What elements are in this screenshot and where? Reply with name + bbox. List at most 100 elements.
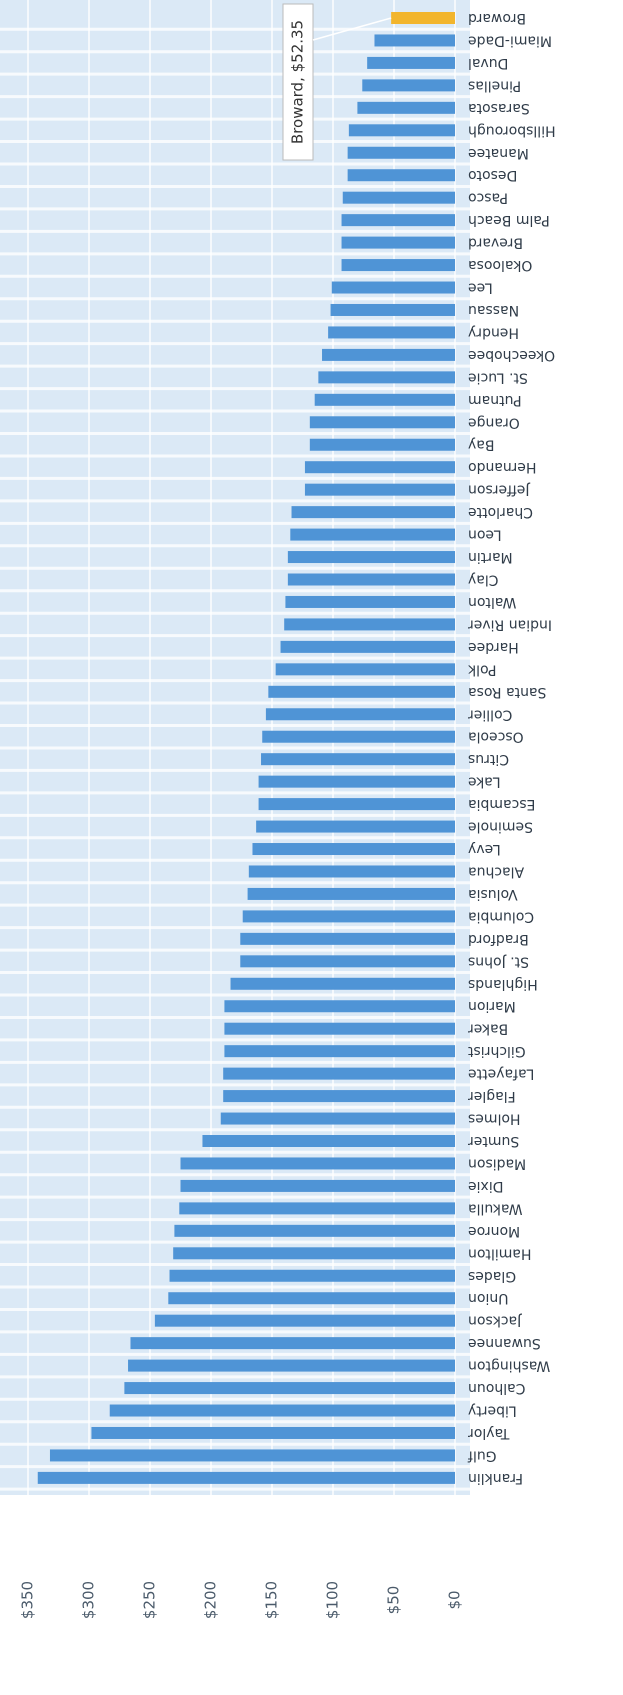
y-tick-label: Madison — [468, 1155, 526, 1171]
x-tick-label: $100 — [324, 1581, 342, 1619]
bar — [180, 1157, 455, 1170]
y-tick-label: Duval — [468, 55, 508, 71]
y-tick-label: Gulf — [467, 1447, 497, 1463]
bar — [275, 663, 455, 676]
y-tick-label: Lafayette — [468, 1066, 534, 1082]
y-tick-label: Collier — [468, 706, 513, 722]
bar — [128, 1359, 456, 1372]
bar — [179, 1202, 455, 1215]
y-tick-label: Lake — [468, 774, 501, 790]
y-tick-label: Volusia — [468, 886, 518, 902]
y-tick-label: St. Johns — [468, 953, 529, 969]
y-tick-label: Jackson — [468, 1313, 522, 1329]
y-tick-label: St. Lucie — [468, 369, 528, 385]
bar — [342, 191, 455, 204]
y-tick-label: Marion — [468, 998, 516, 1014]
y-tick-label: Levy — [468, 841, 501, 857]
x-tick-label: $0 — [446, 1590, 464, 1609]
bar — [287, 573, 455, 586]
bar — [258, 798, 455, 811]
bar — [240, 955, 455, 968]
y-tick-label: Sumter — [468, 1133, 520, 1149]
bar — [247, 887, 455, 900]
y-tick-label: Leon — [468, 527, 502, 543]
bar — [347, 169, 455, 182]
bar — [124, 1382, 455, 1395]
y-tick-label: Columbia — [468, 908, 534, 924]
bar — [169, 1269, 455, 1282]
x-tick-label: $300 — [80, 1581, 98, 1619]
y-tick-label: Martin — [468, 549, 513, 565]
bar — [109, 1404, 456, 1417]
y-tick-label: Jefferson — [468, 482, 531, 498]
y-tick-label: Escambia — [468, 796, 535, 812]
y-tick-label: Holmes — [468, 1111, 521, 1127]
bar — [154, 1314, 455, 1327]
y-tick-label: Alachua — [468, 863, 524, 879]
y-tick-label: Okaloosa — [468, 257, 532, 273]
x-tick-label: $50 — [385, 1586, 403, 1615]
bar — [91, 1426, 455, 1439]
bar — [174, 1224, 455, 1237]
bar — [285, 595, 455, 608]
bar — [265, 708, 455, 721]
bar — [309, 416, 455, 429]
x-tick-label: $200 — [202, 1581, 220, 1619]
y-tick-label: Liberty — [468, 1403, 517, 1419]
y-tick-label: Highlands — [468, 976, 538, 992]
y-tick-label: Wakulla — [468, 1200, 522, 1216]
y-tick-label: Washington — [468, 1358, 550, 1374]
y-tick-label: Hillsborough — [468, 122, 556, 138]
bar — [261, 753, 455, 766]
y-tick-label: Sarasota — [468, 100, 530, 116]
y-tick-label: Pinellas — [468, 77, 521, 93]
y-tick-label: Seminole — [468, 819, 533, 835]
bar — [287, 551, 455, 564]
y-tick-label: Gilchrist — [468, 1043, 526, 1059]
bar — [304, 461, 455, 474]
y-tick-label: Charlotte — [468, 504, 533, 520]
bar — [314, 393, 455, 406]
y-tick-label: Taylor — [468, 1425, 511, 1441]
bar — [49, 1449, 456, 1462]
bar — [224, 1022, 455, 1035]
bar — [223, 1067, 455, 1080]
y-tick-label: Miami-Dade — [468, 32, 552, 48]
y-tick-label: Palm Beach — [468, 212, 550, 228]
bar — [391, 12, 455, 24]
y-tick-label: Flagler — [468, 1088, 516, 1104]
bar — [331, 281, 455, 294]
bar — [240, 932, 455, 945]
y-tick-label: Polk — [467, 661, 496, 677]
y-tick-label: Suwannee — [468, 1335, 541, 1351]
x-tick-label: $150 — [263, 1581, 281, 1619]
y-tick-label: Baker — [468, 1021, 508, 1037]
annotation: Broward, $52.35 — [289, 20, 307, 144]
y-tick-label: Calhoun — [468, 1380, 525, 1396]
bar — [248, 865, 455, 878]
y-tick-label: Dixie — [468, 1178, 503, 1194]
bar — [322, 348, 455, 361]
bar — [318, 371, 455, 384]
bar — [374, 34, 455, 47]
bar — [256, 820, 455, 833]
y-tick-label: Manatee — [468, 145, 529, 161]
bar — [224, 1045, 455, 1058]
y-tick-label: Nassau — [468, 302, 519, 318]
bar — [37, 1471, 455, 1484]
bar — [202, 1135, 455, 1147]
y-tick-label: Bradford — [468, 931, 529, 947]
bar — [262, 730, 455, 743]
bar — [284, 618, 455, 631]
y-tick-label: Clay — [468, 572, 499, 588]
y-tick-label: Hendry — [468, 324, 519, 340]
bar — [224, 1000, 455, 1013]
bar — [304, 483, 455, 496]
y-tick-label: Broward — [468, 10, 526, 26]
bar — [362, 79, 455, 92]
annotation-leader — [312, 17, 392, 41]
y-tick-label: Walton — [468, 594, 516, 610]
bar — [347, 146, 455, 159]
